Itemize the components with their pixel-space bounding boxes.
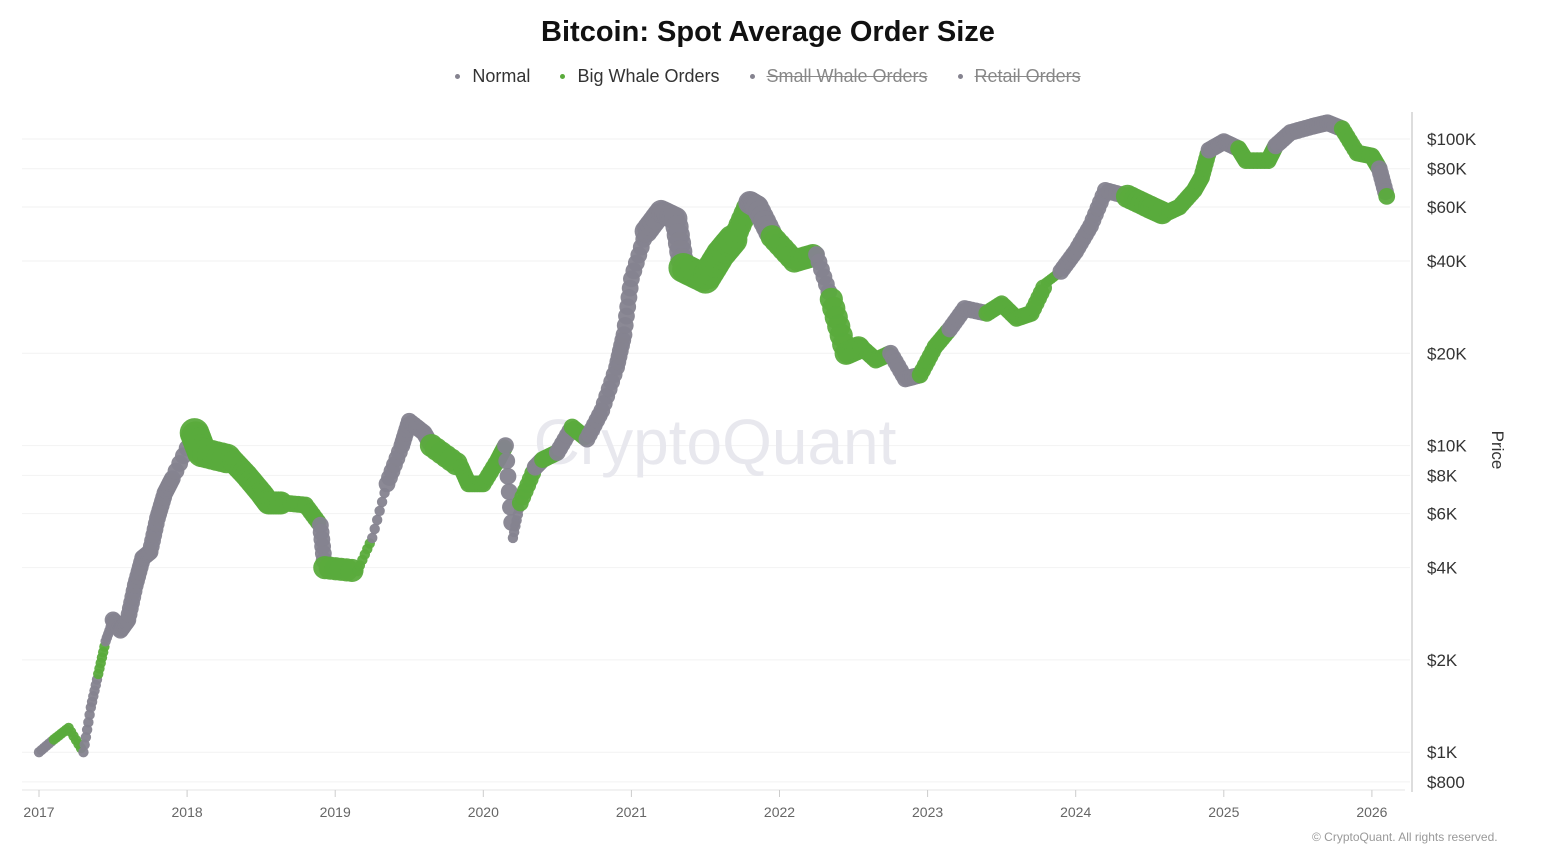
x-tick-label: 2019 <box>320 804 351 820</box>
point-normal <box>369 523 380 535</box>
y-tick-label: $6K <box>1427 505 1458 524</box>
legend: Normal Big Whale Orders Small Whale Orde… <box>0 66 1536 87</box>
y-tick-label: $20K <box>1427 344 1467 363</box>
legend-marker <box>455 74 461 79</box>
point-normal <box>499 467 517 485</box>
legend-marker <box>749 74 755 79</box>
point-normal <box>497 437 514 454</box>
y-tick-label: $4K <box>1427 559 1458 578</box>
y-tick-label: $800 <box>1427 773 1465 792</box>
y-tick-label: $80K <box>1427 160 1467 179</box>
y-tick-label: $8K <box>1427 466 1458 485</box>
legend-item-normal[interactable]: Normal <box>455 66 530 87</box>
point-normal <box>376 496 388 508</box>
x-tick-label: 2022 <box>764 804 795 820</box>
point-normal <box>500 483 518 501</box>
point-normal <box>374 505 385 517</box>
x-tick-label: 2024 <box>1060 804 1091 820</box>
y-tick-label: $10K <box>1427 437 1467 456</box>
point-normal <box>498 452 516 470</box>
y-tick-label: $40K <box>1427 252 1467 271</box>
y-axis-label: Price <box>1488 431 1507 470</box>
x-tick-label: 2017 <box>23 804 54 820</box>
x-tick-label: 2023 <box>912 804 943 820</box>
x-tick-label: 2018 <box>172 804 203 820</box>
legend-item-retail[interactable]: Retail Orders <box>957 66 1081 87</box>
legend-marker <box>957 74 963 79</box>
copyright: © CryptoQuant. All rights reserved. <box>1312 830 1498 844</box>
x-tick-label: 2021 <box>616 804 647 820</box>
x-tick-label: 2026 <box>1356 804 1387 820</box>
legend-marker <box>560 74 566 79</box>
x-tick-label: 2020 <box>468 804 499 820</box>
y-tick-label: $1K <box>1427 743 1458 762</box>
y-tick-label: $100K <box>1427 130 1477 149</box>
legend-item-big-whale[interactable]: Big Whale Orders <box>560 66 720 87</box>
chart-title: Bitcoin: Spot Average Order Size <box>541 16 995 48</box>
point-normal <box>371 514 383 526</box>
point-normal <box>367 532 378 544</box>
y-tick-label: $2K <box>1427 651 1458 670</box>
point-big-whale <box>1378 187 1396 205</box>
x-tick-label: 2025 <box>1208 804 1239 820</box>
legend-item-small-whale[interactable]: Small Whale Orders <box>749 66 928 87</box>
y-tick-label: $60K <box>1427 198 1467 217</box>
